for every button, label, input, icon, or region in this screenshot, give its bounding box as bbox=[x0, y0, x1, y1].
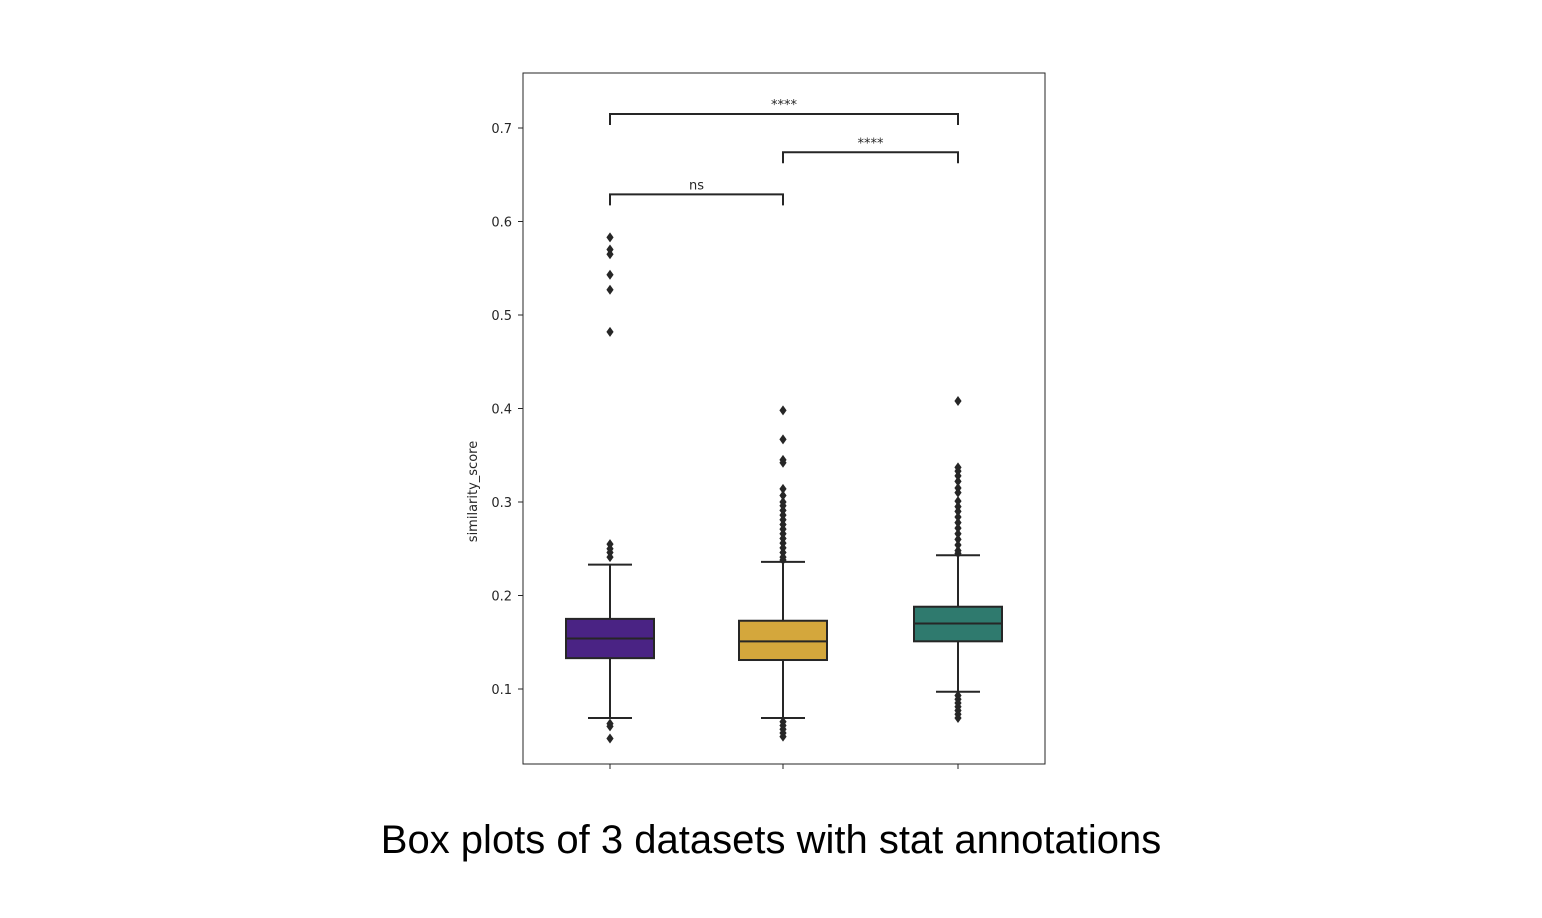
stat-bracket bbox=[782, 151, 959, 164]
outlier-point bbox=[954, 523, 962, 534]
outlier-point bbox=[606, 284, 614, 295]
outlier-point bbox=[954, 540, 962, 551]
outlier-point bbox=[779, 434, 787, 445]
outlier-point bbox=[954, 528, 962, 539]
outlier-point bbox=[954, 496, 962, 507]
outlier-point bbox=[954, 396, 962, 407]
outlier-point bbox=[954, 712, 962, 723]
stat-bracket bbox=[609, 112, 959, 125]
outlier-point bbox=[954, 476, 962, 487]
outlier-point bbox=[779, 731, 787, 742]
y-tick-label: 0.3 bbox=[491, 496, 512, 511]
y-tick-label: 0.2 bbox=[491, 590, 512, 605]
outlier-point bbox=[606, 269, 614, 280]
outlier-point bbox=[954, 511, 962, 522]
outlier-point bbox=[606, 232, 614, 243]
stat-annotation-label: ns bbox=[689, 178, 704, 193]
y-tick-label: 0.5 bbox=[491, 309, 512, 324]
outlier-point bbox=[954, 470, 962, 481]
plot-frame bbox=[522, 72, 1046, 765]
outlier-point bbox=[606, 721, 614, 732]
y-tick-label: 0.6 bbox=[491, 216, 512, 231]
outlier-point bbox=[606, 249, 614, 260]
outlier-point bbox=[954, 506, 962, 517]
y-axis-label: similarity_score bbox=[466, 441, 481, 542]
outlier-point bbox=[606, 733, 614, 744]
outlier-point bbox=[779, 483, 787, 494]
outlier-point bbox=[779, 554, 787, 565]
y-tick-label: 0.7 bbox=[491, 122, 512, 137]
outlier-point bbox=[779, 490, 787, 501]
outlier-point bbox=[779, 457, 787, 468]
outlier-point bbox=[954, 517, 962, 528]
outlier-point bbox=[606, 552, 614, 563]
outlier-point bbox=[606, 326, 614, 337]
stat-annotation-label: **** bbox=[858, 136, 885, 151]
plot-layer: 0.1 0.2 0.3 0.4 0.5 0.6 0.7 similarity_score ns *… bbox=[466, 72, 1046, 769]
y-tick-label: 0.1 bbox=[491, 683, 512, 698]
stat-bracket bbox=[609, 193, 784, 206]
stat-annotation-label: **** bbox=[771, 98, 798, 113]
y-tick-label: 0.4 bbox=[491, 403, 512, 418]
outlier-point bbox=[954, 534, 962, 545]
outlier-point bbox=[779, 405, 787, 416]
outlier-point bbox=[954, 487, 962, 498]
outlier-point bbox=[954, 548, 962, 559]
figure-caption: Box plots of 3 datasets with stat annota… bbox=[380, 818, 1162, 862]
